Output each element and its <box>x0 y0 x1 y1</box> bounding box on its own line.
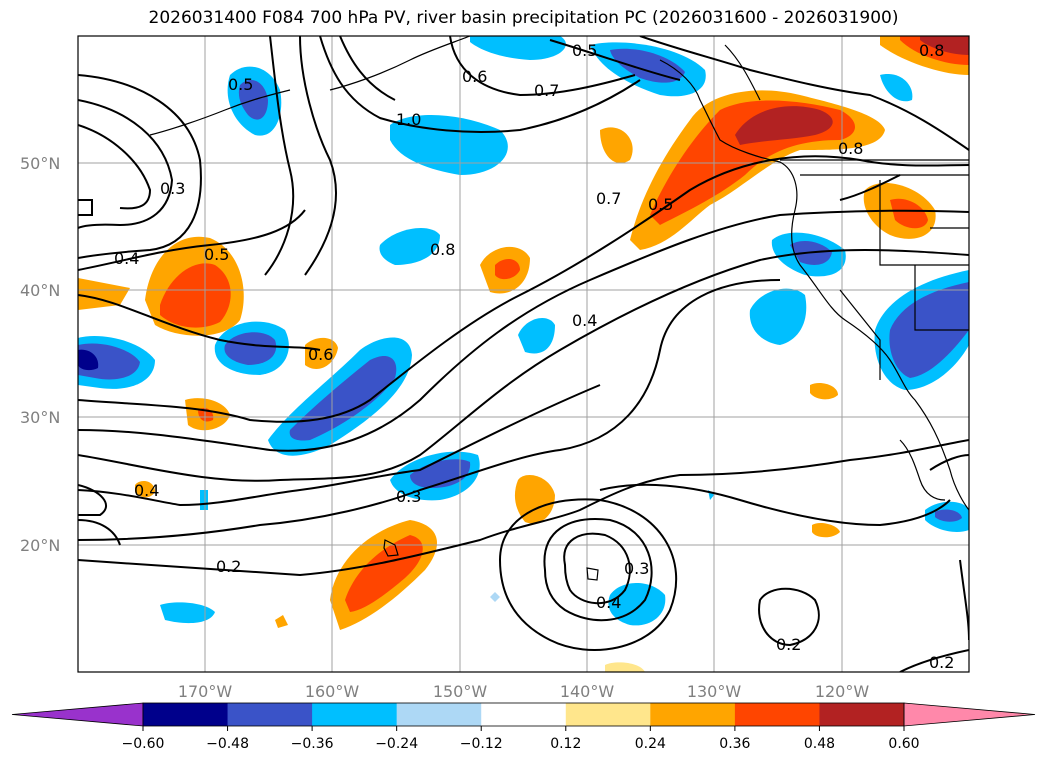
contour-label: 0.6 <box>462 67 487 86</box>
contour-label: 0.4 <box>134 481 159 500</box>
contour-label: 1.0 <box>396 110 421 129</box>
colorbar-tick-label: 0.60 <box>888 736 919 752</box>
contour-label: 0.8 <box>430 240 455 259</box>
lat-axis: 50°N 40°N 30°N 20°N <box>20 154 60 555</box>
lon-tick-label: 130°W <box>687 682 742 701</box>
colorbar-tick-label: 0.48 <box>804 736 835 752</box>
contour-label: 0.7 <box>596 189 621 208</box>
colorbar-segment <box>565 703 651 726</box>
lon-tick-label: 150°W <box>433 682 488 701</box>
colorbar: −0.60 −0.48 −0.36 −0.24 −0.12 0.12 0.24 0.36 0.4… <box>11 702 1036 752</box>
colorbar-tick-label: −0.12 <box>460 736 503 752</box>
colorbar-tick-label: −0.36 <box>291 736 334 752</box>
colorbar-tick-label: −0.24 <box>375 736 418 752</box>
lat-tick-label: 40°N <box>20 281 60 300</box>
lon-tick-label: 140°W <box>560 682 615 701</box>
contour-label: 0.7 <box>534 81 559 100</box>
contour-label: 0.5 <box>572 41 597 60</box>
contour-label: 0.8 <box>838 139 863 158</box>
lon-tick-label: 170°W <box>178 682 233 701</box>
colorbar-tick-label: −0.60 <box>122 736 165 752</box>
map-area: 0.5 0.6 0.7 0.8 1.0 0.5 0.8 0.3 0.4 0.5 … <box>78 36 969 672</box>
colorbar-tick-label: 0.36 <box>719 736 750 752</box>
contour-label: 0.5 <box>648 195 673 214</box>
lon-tick-label: 120°W <box>815 682 870 701</box>
contour-label: 0.3 <box>160 179 185 198</box>
contour-label: 0.3 <box>624 559 649 578</box>
contour-labels: 0.5 0.6 0.7 0.8 1.0 0.5 0.8 0.3 0.4 0.5 … <box>114 41 954 672</box>
colorbar-tick-label: −0.48 <box>206 736 249 752</box>
colorbar-tick-label: 0.24 <box>635 736 666 752</box>
colorbar-extend-high <box>903 702 1036 727</box>
colorbar-tick-label: 0.12 <box>550 736 581 752</box>
colorbar-segment <box>734 703 820 726</box>
contour-label: 0.6 <box>308 345 333 364</box>
colorbar-frame <box>142 702 905 727</box>
contour-label: 0.5 <box>204 245 229 264</box>
contour-label: 0.4 <box>596 593 621 612</box>
colorbar-segment <box>227 703 313 726</box>
colorbar-segment <box>819 703 905 726</box>
contour-label: 0.3 <box>396 487 421 506</box>
lat-tick-label: 50°N <box>20 154 60 173</box>
contour-label: 0.5 <box>228 75 253 94</box>
lat-tick-label: 20°N <box>20 536 60 555</box>
contour-label: 0.2 <box>216 557 241 576</box>
precip-shading <box>78 36 969 672</box>
contour-label: 0.4 <box>572 311 597 330</box>
colorbar-segment <box>650 703 736 726</box>
lon-axis: 170°W 160°W 150°W 140°W 130°W 120°W <box>178 682 870 701</box>
colorbar-segment <box>396 703 482 726</box>
colorbar-segment <box>312 703 398 726</box>
colorbar-extend-low <box>11 702 144 727</box>
contour-label: 0.2 <box>929 653 954 672</box>
graticule <box>78 36 969 672</box>
lat-tick-label: 30°N <box>20 408 60 427</box>
lon-tick-label: 160°W <box>305 682 360 701</box>
map-title: 2026031400 F084 700 hPa PV, river basin … <box>148 8 899 28</box>
colorbar-segment <box>481 703 567 726</box>
map-frame <box>77 35 970 673</box>
contour-label: 0.8 <box>919 41 944 60</box>
contour-label: 0.2 <box>776 635 801 654</box>
coastlines <box>149 36 969 581</box>
contour-label: 0.4 <box>114 249 139 268</box>
colorbar-segment <box>143 703 229 726</box>
